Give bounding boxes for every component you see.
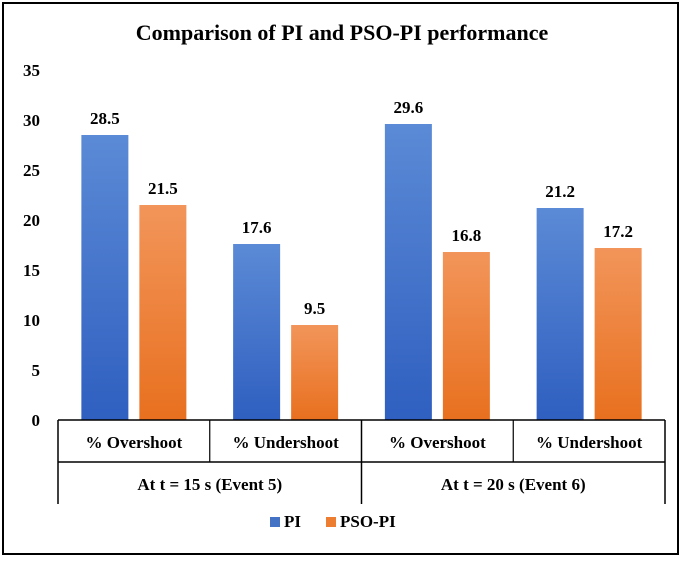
y-tick-label: 15 [23, 261, 40, 280]
legend-label: PSO-PI [340, 512, 396, 531]
legend-swatch-pso-pi [326, 517, 336, 527]
y-tick-label: 20 [23, 211, 40, 230]
bars [81, 124, 642, 420]
bar-pi-3 [536, 208, 584, 420]
category-label: % Undershoot [536, 433, 643, 452]
bar-pso-pi-2 [442, 252, 490, 420]
y-tick-label: 25 [23, 161, 40, 180]
category-labels: % Overshoot % Undershoot % Overshoot % Unde… [85, 433, 642, 452]
category-label: % Undershoot [232, 433, 339, 452]
group-labels: At t = 15 s (Event 5) At t = 20 s (Event … [137, 475, 585, 494]
y-tick-label: 30 [23, 111, 40, 130]
data-label: 29.6 [394, 98, 424, 117]
y-axis-ticks: 0 5 10 15 20 25 30 35 [23, 61, 40, 430]
legend: PI PSO-PI [270, 512, 396, 531]
y-tick-label: 0 [32, 411, 41, 430]
bar-pso-pi-0 [139, 205, 187, 420]
y-tick-label: 5 [32, 361, 41, 380]
bar-pi-0 [81, 135, 129, 420]
bar-pso-pi-1 [291, 325, 339, 420]
legend-label: PI [284, 512, 301, 531]
category-label: % Overshoot [85, 433, 182, 452]
bar-pi-1 [233, 244, 281, 420]
category-label: % Overshoot [389, 433, 486, 452]
y-tick-label: 10 [23, 311, 40, 330]
bar-pso-pi-3 [594, 248, 642, 420]
chart-title: Comparison of PI and PSO-PI performance [136, 20, 549, 45]
data-label: 16.8 [452, 226, 482, 245]
legend-swatch-pi [270, 517, 280, 527]
data-label: 28.5 [90, 109, 120, 128]
bar-pi-2 [384, 124, 432, 420]
data-label: 21.2 [545, 182, 575, 201]
data-label: 21.5 [148, 179, 178, 198]
data-label: 17.2 [603, 222, 633, 241]
category-axis [57, 419, 666, 504]
data-label: 9.5 [304, 299, 325, 318]
group-label: At t = 20 s (Event 6) [441, 475, 586, 494]
data-label: 17.6 [242, 218, 272, 237]
group-label: At t = 15 s (Event 5) [137, 475, 282, 494]
data-labels: 28.5 21.5 17.6 9.5 29.6 16.8 21.2 17.2 [90, 98, 633, 318]
y-tick-label: 35 [23, 61, 40, 80]
